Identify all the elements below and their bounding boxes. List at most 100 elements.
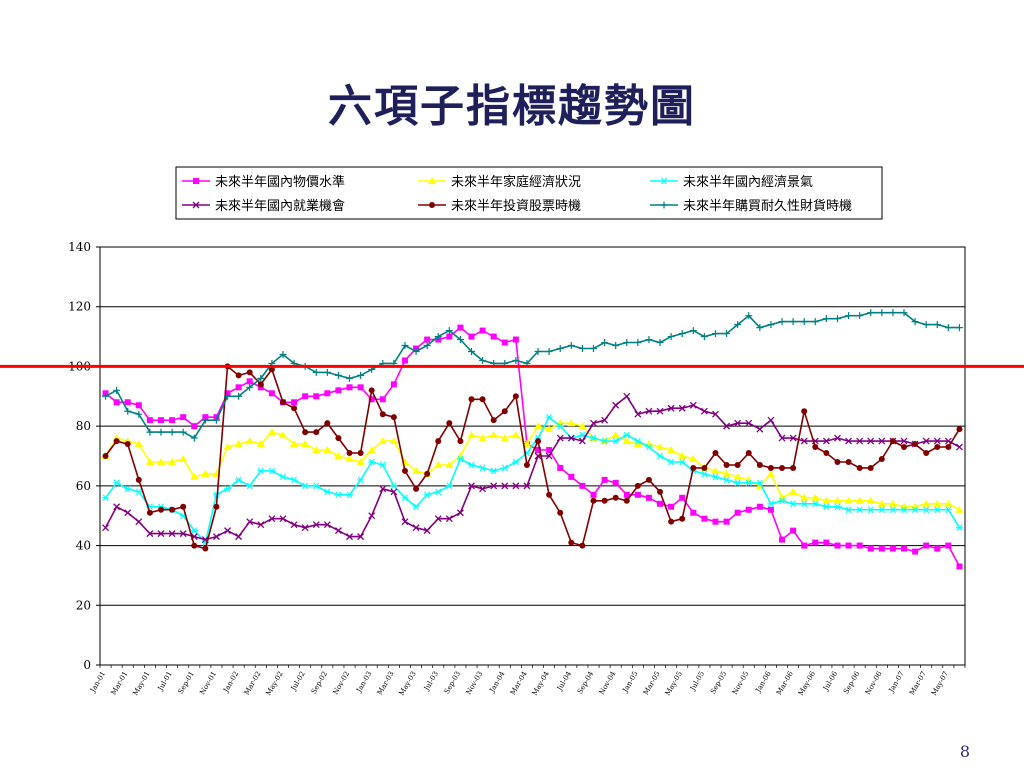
data-point <box>379 411 386 418</box>
data-point <box>312 368 320 376</box>
data-point <box>912 441 919 448</box>
data-point <box>246 518 254 526</box>
data-point <box>278 431 287 439</box>
data-point <box>423 491 431 499</box>
data-point <box>279 399 286 406</box>
data-point <box>756 479 764 487</box>
data-point <box>556 422 564 430</box>
data-point <box>401 518 409 526</box>
data-point <box>645 494 652 501</box>
data-point <box>823 539 830 546</box>
x-tick-label: Nov-01 <box>198 670 218 696</box>
data-point <box>145 457 154 465</box>
data-point <box>434 488 442 496</box>
data-point <box>723 422 731 430</box>
data-point <box>179 454 188 462</box>
data-point <box>656 407 664 415</box>
data-point <box>690 509 697 516</box>
data-point <box>867 309 875 317</box>
series-group <box>101 309 964 570</box>
x-tick-label: May-07 <box>930 670 950 697</box>
data-point <box>168 530 176 538</box>
data-point <box>357 533 365 541</box>
data-point <box>124 509 132 517</box>
data-point <box>235 476 243 484</box>
x-tick-label: Jul-05 <box>688 670 706 693</box>
data-point <box>590 491 597 498</box>
data-point <box>246 369 253 376</box>
data-point <box>312 521 320 529</box>
data-point <box>545 452 553 460</box>
data-point <box>124 485 132 493</box>
data-point <box>734 321 742 329</box>
data-point <box>634 491 641 498</box>
data-point <box>678 452 687 459</box>
data-point <box>845 437 853 445</box>
data-point <box>789 318 797 326</box>
data-point <box>955 524 963 532</box>
x-axis: Jan-01 Mar-01 May-01 Jul-01 Sep-01 Nov-01 Jan-… <box>88 665 966 697</box>
data-point <box>368 396 375 403</box>
x-tick-label: Jan-03 <box>355 670 374 695</box>
data-point <box>778 434 786 442</box>
data-point <box>467 431 476 439</box>
data-point <box>933 437 941 445</box>
data-point <box>490 333 497 340</box>
data-point <box>169 506 176 513</box>
data-point <box>679 515 686 522</box>
y-tick-label: 80 <box>76 419 91 433</box>
data-point <box>711 473 719 481</box>
data-point <box>246 482 254 490</box>
data-point <box>512 393 519 400</box>
data-point <box>579 482 586 489</box>
data-point <box>412 466 421 474</box>
slide-title: 六項子指標趨勢圖 <box>328 81 696 132</box>
data-point <box>501 408 508 415</box>
x-tick-label: Nov-04 <box>598 670 618 697</box>
data-point <box>900 309 908 317</box>
data-point <box>645 443 653 451</box>
data-point <box>667 333 675 341</box>
data-point <box>390 482 398 490</box>
data-point <box>756 503 763 510</box>
data-point <box>456 509 464 517</box>
data-point <box>579 542 586 549</box>
data-point <box>479 464 487 472</box>
data-point <box>811 318 819 326</box>
x-tick-label: Mar-02 <box>243 670 263 696</box>
data-point <box>701 515 708 522</box>
data-point <box>568 473 575 480</box>
data-point <box>224 392 232 400</box>
data-point <box>855 496 864 504</box>
data-point <box>267 428 276 436</box>
data-point <box>557 464 564 471</box>
data-point <box>667 446 676 454</box>
data-point <box>812 444 819 451</box>
data-point <box>456 455 464 463</box>
data-point <box>800 500 808 508</box>
data-point <box>345 454 354 462</box>
data-point <box>124 407 132 415</box>
legend-label: 未來半年投資股票時機 <box>451 198 581 214</box>
data-point <box>789 500 797 508</box>
data-point <box>856 542 863 549</box>
x-tick-label: Jan-06 <box>754 670 773 695</box>
data-point <box>557 509 564 516</box>
data-point <box>535 447 542 454</box>
legend-label: 未來半年家庭經濟狀況 <box>451 174 581 190</box>
legend-item-4: 未來半年國內就業機會 <box>182 198 345 214</box>
x-tick-label: Nov-05 <box>731 670 751 696</box>
data-point <box>877 499 886 507</box>
data-point <box>801 542 808 549</box>
data-point <box>357 384 364 391</box>
data-point <box>800 437 808 445</box>
legend-label: 未來半年國內物價水準 <box>215 174 345 190</box>
data-point <box>700 470 708 478</box>
data-point <box>324 390 331 397</box>
x-tick-label: Sep-05 <box>709 670 728 695</box>
data-point <box>612 342 620 350</box>
x-tick-label: Jul-06 <box>821 670 839 693</box>
data-point <box>301 524 309 532</box>
data-point <box>156 457 165 465</box>
data-point <box>412 503 420 511</box>
